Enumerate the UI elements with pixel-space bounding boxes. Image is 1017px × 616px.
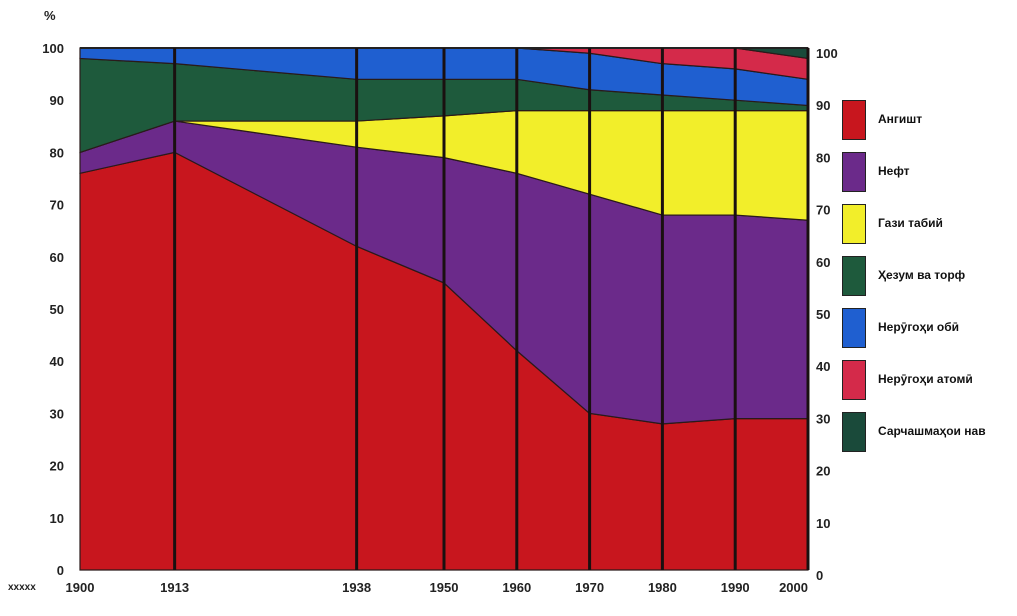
x-tick-label: 1900 (66, 580, 95, 595)
legend-label: Нерӯгоҳи атомӣ (878, 372, 973, 386)
legend-item: Нерӯгоҳи атомӣ (842, 360, 1017, 406)
y-axis-unit: % (44, 8, 56, 23)
x-ticks: 1900 1913 1938 1950 1960 1970 1980 1990 2000 (66, 580, 808, 595)
year-divider-lines (173, 48, 810, 570)
x-tick-label: 1938 (342, 580, 371, 595)
x-axis-prefix: xxxxx (8, 582, 36, 593)
right-y-ticks: 0 10 20 30 40 50 60 70 80 90 100 (816, 46, 838, 583)
legend-label: Гази табий (878, 216, 943, 230)
legend-swatch (842, 412, 866, 452)
legend-item: Ҳезум ва торф (842, 256, 1017, 302)
legend-swatch (842, 308, 866, 348)
right-y-tick-label: 90 (816, 98, 830, 113)
legend-item: Нерӯгоҳи обӣ (842, 308, 1017, 354)
x-tick-label: 1970 (575, 580, 604, 595)
left-y-tick-label: 80 (50, 145, 64, 160)
left-y-tick-label: 10 (50, 511, 64, 526)
legend-label: Ангишт (878, 112, 923, 126)
x-tick-label: 1950 (430, 580, 459, 595)
right-y-tick-label: 50 (816, 307, 830, 322)
legend-item: Нефт (842, 152, 1017, 198)
legend-item: Гази табий (842, 204, 1017, 250)
x-tick-label: 1990 (721, 580, 750, 595)
legend-swatch (842, 360, 866, 400)
right-y-tick-label: 10 (816, 516, 830, 531)
right-y-tick-label: 70 (816, 203, 830, 218)
legend-label: Нефт (878, 164, 910, 178)
x-tick-label: 1913 (160, 580, 189, 595)
x-tick-label: 2000 (779, 580, 808, 595)
right-y-tick-label: 40 (816, 359, 830, 374)
left-y-tick-label: 60 (50, 250, 64, 265)
left-y-tick-label: 0 (57, 563, 64, 578)
right-y-tick-label: 80 (816, 150, 830, 165)
x-tick-label: 1960 (502, 580, 531, 595)
legend-swatch (842, 152, 866, 192)
right-y-tick-label: 20 (816, 464, 830, 479)
left-y-tick-label: 40 (50, 354, 64, 369)
legend-item: Сарчашмаҳои нав (842, 412, 1017, 458)
legend-label: Ҳезум ва торф (878, 268, 966, 282)
legend-swatch (842, 256, 866, 296)
legend-swatch (842, 100, 866, 140)
left-y-ticks: 0 10 20 30 40 50 60 70 80 90 100 (42, 41, 64, 578)
legend-label: Нерӯгоҳи обӣ (878, 320, 960, 334)
left-y-tick-label: 50 (50, 302, 64, 317)
legend-item: Ангишт (842, 100, 1017, 146)
left-y-tick-label: 20 (50, 459, 64, 474)
left-y-tick-label: 100 (42, 41, 64, 56)
legend-swatch (842, 204, 866, 244)
right-y-tick-label: 100 (816, 46, 838, 61)
right-y-tick-label: 60 (816, 255, 830, 270)
left-y-tick-label: 70 (50, 198, 64, 213)
left-y-tick-label: 30 (50, 406, 64, 421)
left-y-tick-label: 90 (50, 93, 64, 108)
legend-label: Сарчашмаҳои нав (878, 424, 986, 438)
x-tick-label: 1980 (648, 580, 677, 595)
right-y-tick-label: 0 (816, 568, 823, 583)
right-y-tick-label: 30 (816, 411, 830, 426)
